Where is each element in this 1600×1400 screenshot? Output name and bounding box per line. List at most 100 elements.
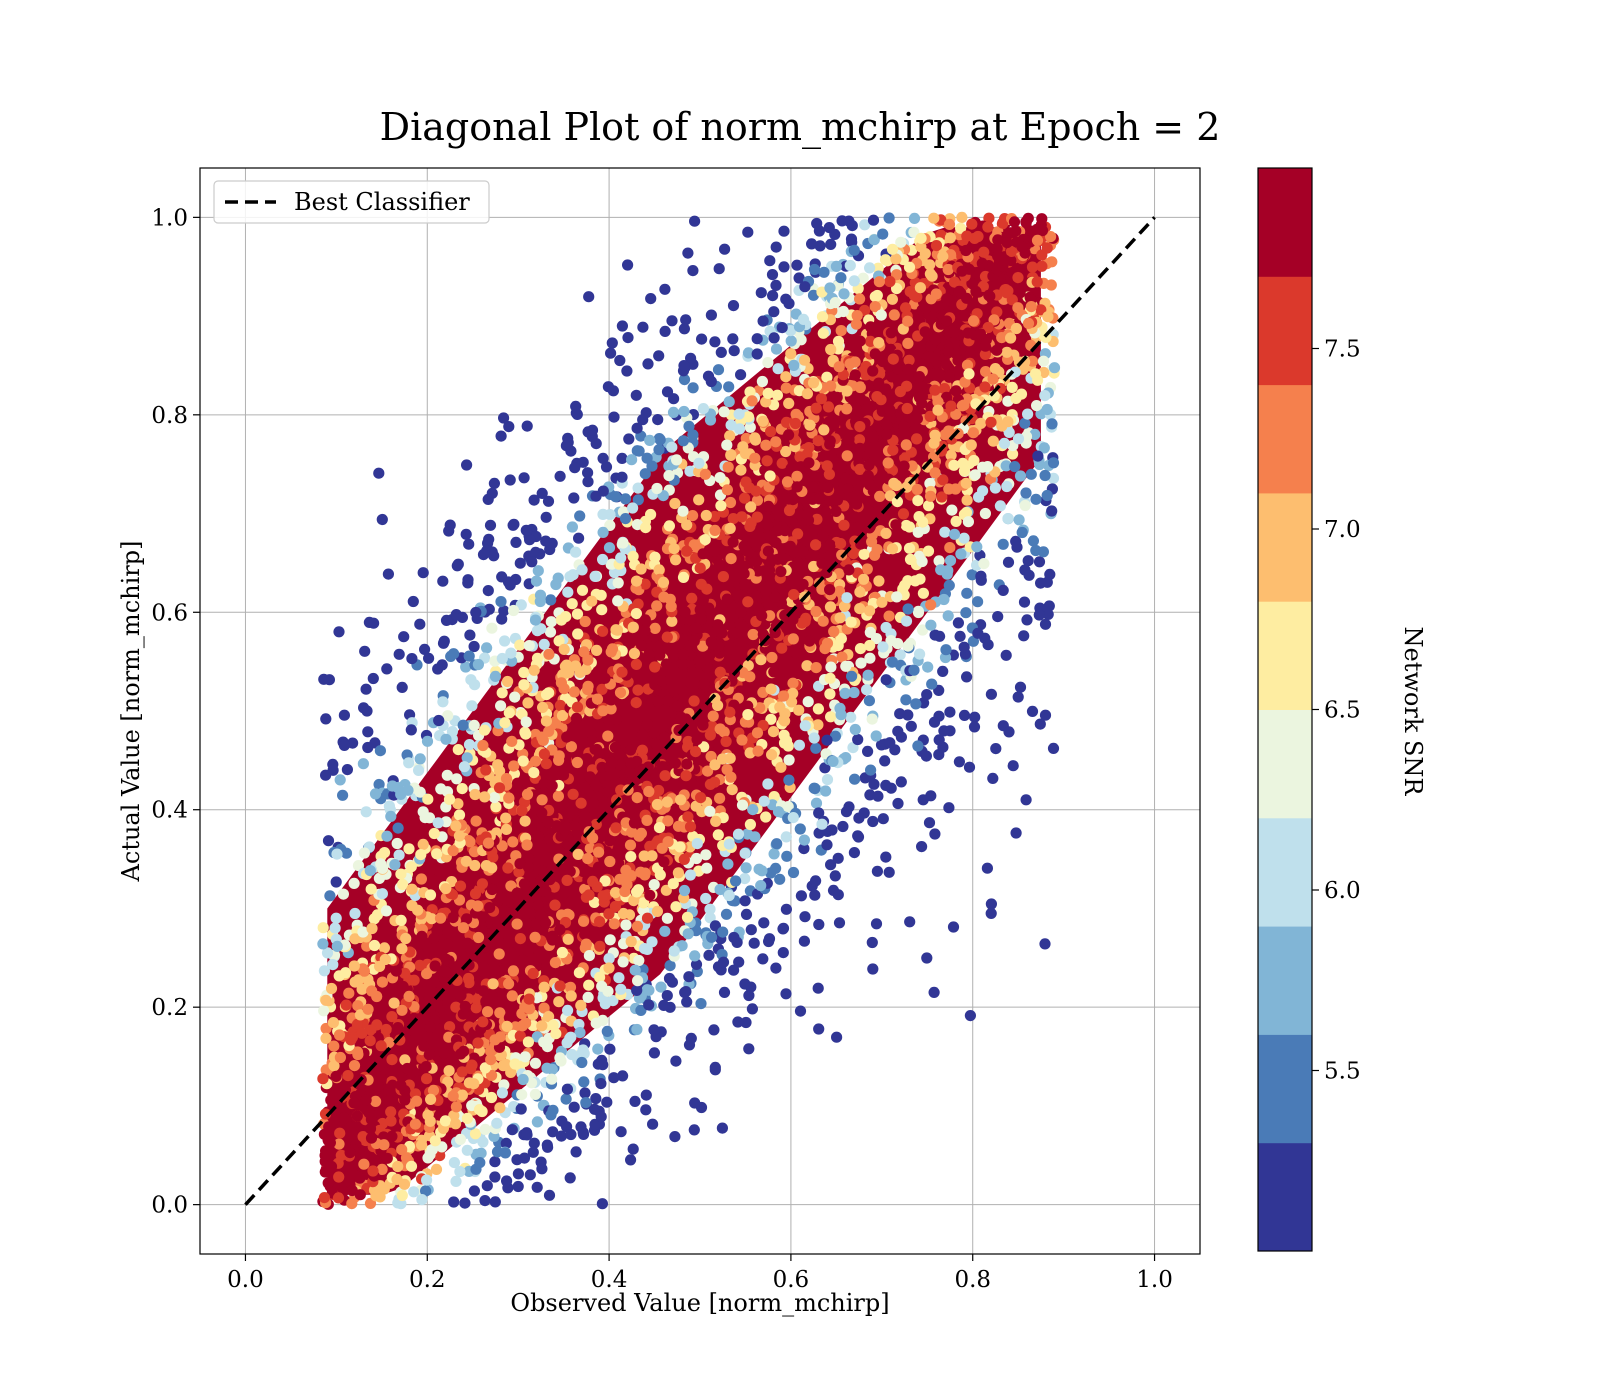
scatter-point bbox=[710, 815, 722, 828]
scatter-point bbox=[781, 476, 794, 488]
scatter-point bbox=[428, 932, 440, 944]
scatter-point bbox=[317, 922, 329, 934]
scatter-point bbox=[447, 845, 459, 857]
scatter-point bbox=[958, 532, 970, 544]
scatter-point bbox=[444, 519, 456, 531]
scatter-point bbox=[735, 606, 747, 618]
scatter-point bbox=[762, 387, 774, 399]
scatter-point bbox=[721, 484, 734, 496]
scatter-point bbox=[380, 1023, 392, 1036]
scatter-point bbox=[765, 713, 777, 725]
scatter-point bbox=[924, 490, 937, 502]
scatter-point bbox=[961, 671, 973, 683]
scatter-point bbox=[640, 1104, 652, 1116]
scatter-point bbox=[632, 598, 644, 610]
scatter-point bbox=[510, 536, 522, 549]
scatter-point bbox=[610, 624, 622, 636]
scatter-point bbox=[580, 1097, 592, 1109]
scatter-point bbox=[443, 1065, 455, 1077]
scatter-point bbox=[489, 963, 501, 975]
scatter-point bbox=[567, 788, 579, 800]
scatter-point bbox=[762, 357, 774, 369]
scatter-point bbox=[848, 686, 860, 699]
scatter-point bbox=[721, 439, 733, 451]
scatter-point bbox=[973, 491, 985, 503]
scatter-point bbox=[719, 243, 731, 255]
scatter-point bbox=[344, 1147, 356, 1159]
scatter-point bbox=[405, 861, 417, 873]
scatter-point bbox=[873, 575, 885, 587]
scatter-point bbox=[854, 643, 867, 655]
scatter-point bbox=[558, 643, 570, 656]
scatter-point bbox=[682, 735, 694, 748]
scatter-point bbox=[990, 743, 1002, 755]
scatter-point bbox=[817, 327, 829, 339]
scatter-point bbox=[845, 233, 858, 245]
scatter-point bbox=[557, 769, 570, 781]
scatter-point bbox=[538, 981, 550, 993]
scatter-point bbox=[834, 612, 846, 624]
scatter-point bbox=[721, 763, 733, 776]
scatter-point bbox=[520, 524, 532, 536]
scatter-point bbox=[551, 820, 563, 832]
scatter-point bbox=[846, 491, 858, 504]
scatter-point bbox=[599, 998, 611, 1010]
scatter-point bbox=[504, 474, 516, 486]
scatter-point bbox=[979, 381, 991, 393]
scatter-point bbox=[764, 610, 776, 622]
scatter-point bbox=[906, 460, 918, 472]
scatter-point bbox=[1031, 400, 1043, 412]
scatter-point bbox=[394, 1034, 406, 1046]
scatter-point bbox=[895, 731, 908, 743]
scatter-point bbox=[573, 967, 586, 979]
scatter-point bbox=[514, 639, 526, 651]
scatter-point bbox=[864, 626, 876, 639]
scatter-point bbox=[542, 1141, 554, 1153]
scatter-point bbox=[595, 1078, 607, 1090]
scatter-point bbox=[528, 1137, 540, 1149]
scatter-point bbox=[788, 589, 800, 601]
scatter-point bbox=[858, 573, 870, 585]
scatter-point bbox=[1021, 614, 1033, 626]
scatter-point bbox=[1046, 505, 1058, 517]
scatter-point bbox=[910, 698, 922, 710]
scatter-point bbox=[999, 254, 1011, 266]
scatter-point bbox=[855, 657, 867, 669]
scatter-point bbox=[690, 622, 702, 634]
scatter-point bbox=[371, 909, 383, 921]
scatter-point bbox=[1019, 499, 1031, 512]
scatter-point bbox=[663, 972, 676, 985]
scatter-point bbox=[416, 930, 428, 943]
scatter-point bbox=[468, 1078, 480, 1090]
scatter-point bbox=[668, 543, 680, 555]
scatter-point bbox=[964, 348, 976, 360]
scatter-point bbox=[391, 1025, 403, 1037]
scatter-point bbox=[546, 1073, 558, 1085]
scatter-point bbox=[357, 1131, 369, 1143]
scatter-point bbox=[767, 726, 780, 738]
scatter-point bbox=[746, 1003, 759, 1015]
scatter-point bbox=[334, 1127, 346, 1139]
scatter-point bbox=[829, 297, 841, 309]
scatter-point bbox=[824, 601, 837, 613]
scatter-point bbox=[386, 780, 398, 792]
scatter-point bbox=[778, 737, 791, 749]
scatter-point bbox=[867, 963, 879, 975]
colorbar-level bbox=[1258, 168, 1312, 277]
scatter-point bbox=[378, 942, 390, 954]
scatter-point bbox=[547, 1019, 559, 1031]
scatter-point bbox=[501, 1175, 513, 1187]
scatter-point bbox=[818, 424, 830, 436]
scatter-point bbox=[390, 965, 402, 977]
scatter-point bbox=[948, 528, 961, 540]
scatter-point bbox=[1037, 546, 1049, 558]
scatter-point bbox=[874, 490, 886, 502]
scatter-point bbox=[414, 959, 426, 972]
scatter-point bbox=[811, 513, 823, 525]
scatter-point bbox=[460, 855, 472, 867]
scatter-point bbox=[925, 599, 937, 611]
scatter-point bbox=[900, 615, 913, 627]
scatter-point bbox=[453, 809, 466, 821]
scatter-point bbox=[503, 707, 515, 719]
scatter-point bbox=[459, 1197, 471, 1209]
